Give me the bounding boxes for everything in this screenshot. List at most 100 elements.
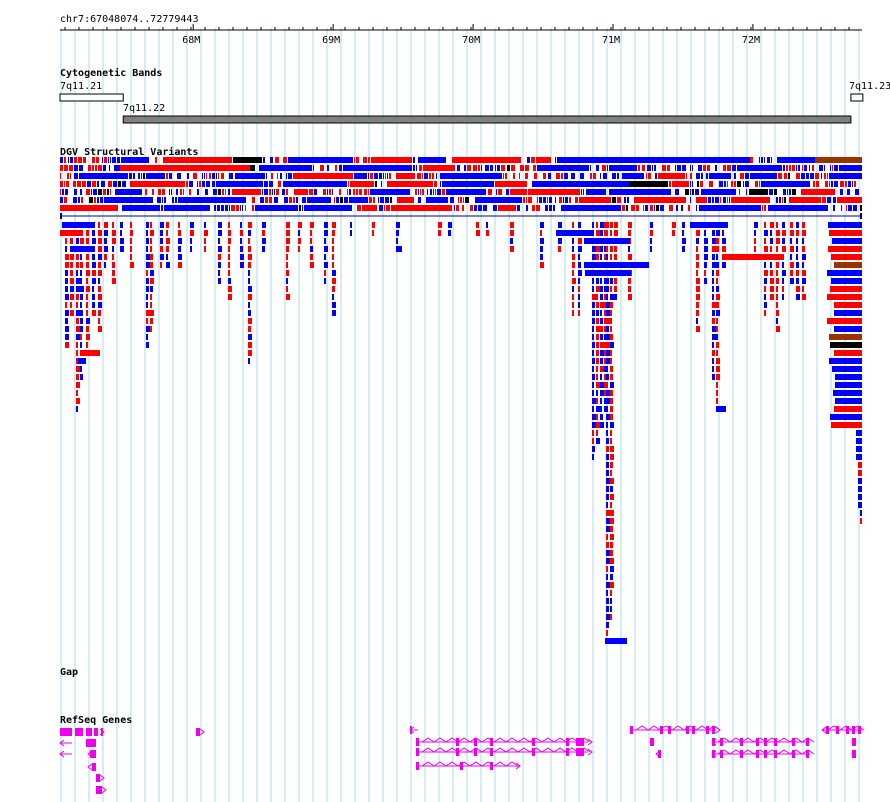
gene-exon <box>532 748 535 756</box>
gene-exon <box>86 739 96 747</box>
variant-bar <box>770 230 772 236</box>
variant-bar <box>596 438 600 444</box>
variant-bar <box>397 197 414 203</box>
variant-bar <box>830 414 862 420</box>
gene-exon <box>490 762 493 770</box>
variant-bar <box>86 326 89 332</box>
variant-bar <box>464 165 466 171</box>
variant-bar <box>483 205 487 211</box>
variant-bar <box>712 302 716 308</box>
variant-bar <box>682 222 685 228</box>
variant-bar <box>76 254 79 260</box>
variant-bar <box>213 189 217 195</box>
variant-bar <box>832 366 862 372</box>
variant-bar <box>413 157 415 163</box>
variant-bar <box>255 205 298 211</box>
variant-bar <box>383 173 384 179</box>
variant-bar <box>434 181 437 187</box>
variant-bar <box>580 173 584 179</box>
variant-bar <box>701 173 703 179</box>
track-title-refseq[interactable]: RefSeq Genes <box>60 715 133 726</box>
variant-bar <box>229 173 233 179</box>
variant-bar <box>199 181 201 187</box>
variant-bar <box>204 173 205 179</box>
track-title-dgv[interactable]: DGV Structural Variants <box>60 147 199 158</box>
variant-bar <box>163 157 232 163</box>
gene-intron <box>777 737 791 743</box>
variant-bar <box>98 238 102 244</box>
variant-bar <box>332 294 334 300</box>
variant-bar <box>381 181 382 187</box>
variant-bar <box>610 478 614 484</box>
variant-bar <box>712 318 715 324</box>
variant-bar <box>86 318 90 324</box>
variant-bar <box>457 165 460 171</box>
position-ruler[interactable] <box>0 0 890 50</box>
ruler-tick-label: 71M <box>601 35 621 46</box>
variant-bar <box>60 181 63 187</box>
variant-bar <box>103 165 106 171</box>
variant-bar <box>656 205 659 211</box>
variant-bar <box>610 534 614 540</box>
variant-bar <box>332 278 336 284</box>
variant-bar <box>390 197 392 203</box>
location-label: chr7:67048074..72779443 <box>60 14 199 25</box>
variant-bar <box>130 222 132 228</box>
variant-bar <box>76 334 80 340</box>
variant-bar <box>715 197 719 203</box>
track-title-cytoband[interactable]: Cytogenetic Bands <box>60 68 163 79</box>
variant-bar <box>178 197 246 203</box>
variant-bar <box>610 390 613 396</box>
variant-bar <box>65 189 68 195</box>
variant-bar <box>294 189 308 195</box>
variant-bar <box>835 398 862 404</box>
track-title-gap[interactable]: Gap <box>60 667 79 678</box>
variant-bar <box>834 302 862 308</box>
variant-bar <box>217 205 220 211</box>
variant-bar <box>164 197 166 203</box>
variant-bar <box>463 197 464 203</box>
variant-bar <box>228 286 232 292</box>
variant-bar <box>248 222 252 228</box>
variant-bar <box>776 246 778 252</box>
variant-bar <box>286 262 288 268</box>
variant-bar <box>609 189 671 195</box>
variant-bar <box>332 310 336 316</box>
variant-bar <box>578 270 582 276</box>
variant-bar <box>80 302 82 308</box>
variant-bar <box>112 222 114 228</box>
variant-bar <box>835 374 862 380</box>
variant-bar <box>672 230 675 236</box>
variant-bar <box>764 270 768 276</box>
variant-bar <box>104 157 107 163</box>
cytoband-track[interactable] <box>0 0 890 130</box>
variant-bar <box>788 173 790 179</box>
variant-bar <box>592 358 595 364</box>
variant-bar <box>716 302 719 308</box>
variant-bar <box>286 189 288 195</box>
variant-bar <box>310 230 312 236</box>
variant-bar <box>696 310 699 316</box>
variant-bar <box>371 157 412 163</box>
variant-bar <box>669 181 671 187</box>
variant-bar <box>610 310 612 316</box>
variant-bar <box>790 270 793 276</box>
variant-bar <box>749 189 768 195</box>
variant-bar <box>259 165 312 171</box>
variant-bar <box>146 246 148 252</box>
variant-bar <box>62 189 64 195</box>
variant-bar <box>722 238 726 244</box>
variant-bar <box>336 197 339 203</box>
variant-bar <box>202 173 203 179</box>
variant-bar <box>79 173 128 179</box>
variant-bar <box>675 189 679 195</box>
variant-bar <box>782 246 786 252</box>
variant-bar <box>592 454 594 460</box>
variant-bar <box>347 189 348 195</box>
gene-exon <box>686 726 689 734</box>
variant-bar <box>610 318 612 324</box>
variant-bar <box>335 165 337 171</box>
variant-bar <box>579 197 611 203</box>
